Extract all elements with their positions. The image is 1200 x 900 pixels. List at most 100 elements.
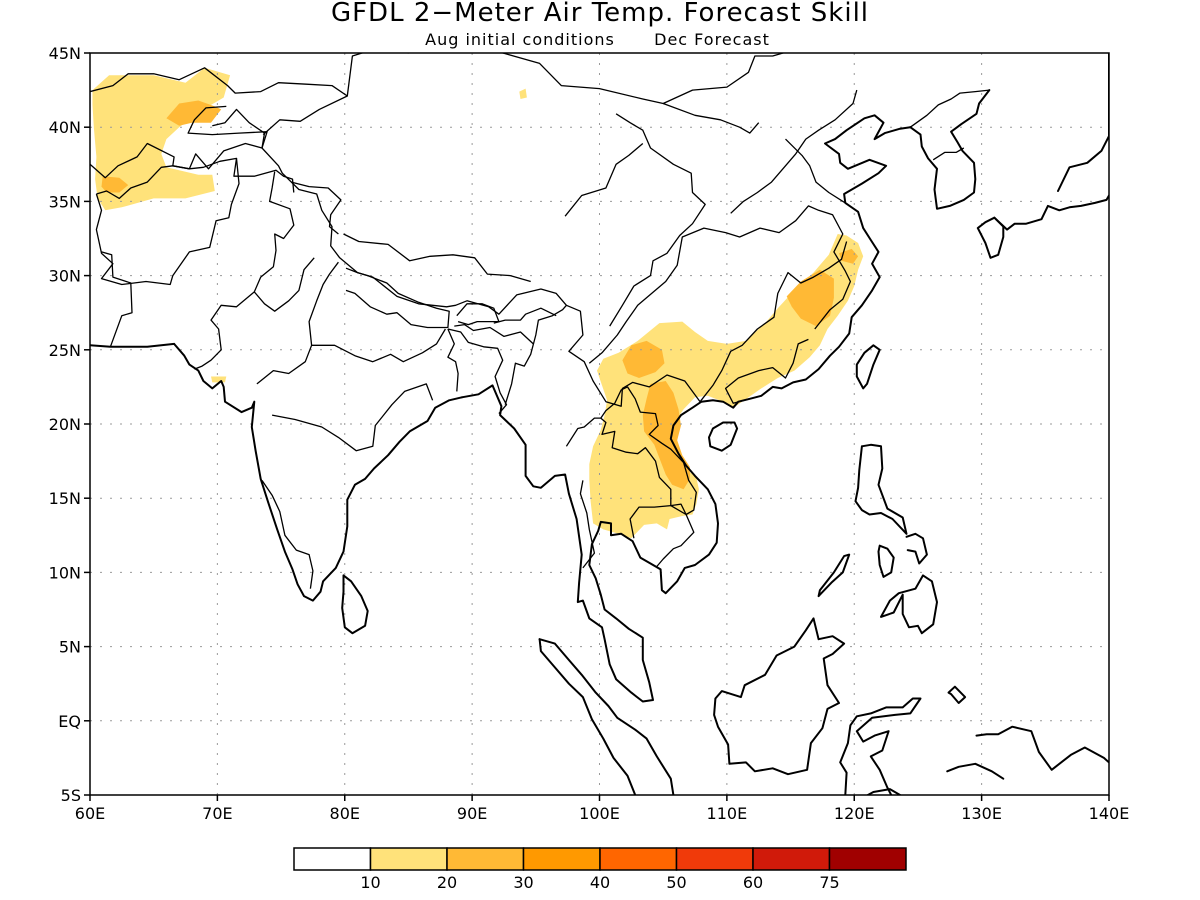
colorbar-label: 60 — [743, 873, 763, 892]
colorbar-label: 30 — [513, 873, 533, 892]
country-border — [724, 338, 809, 404]
latitude-tick-label: 35N — [49, 192, 81, 211]
coastline — [460, 114, 912, 703]
country-border — [172, 105, 268, 170]
country-border — [932, 147, 965, 161]
skill-shading-layer — [92, 67, 864, 539]
colorbar-label: 50 — [666, 873, 686, 892]
colorbar-swatch — [599, 847, 678, 871]
country-border — [271, 383, 434, 452]
country-border — [456, 303, 500, 326]
country-border — [504, 304, 567, 405]
latitude-tick-label: 5N — [59, 638, 81, 657]
coastline — [909, 89, 991, 210]
country-border — [454, 323, 534, 345]
latitude-tick-label: EQ — [58, 712, 81, 731]
coastline — [880, 574, 938, 635]
country-border — [699, 241, 848, 403]
country-border — [262, 95, 348, 136]
longitude-tick-label: 120E — [834, 804, 875, 823]
country-border — [194, 171, 295, 370]
skill-region-9 — [786, 269, 834, 327]
country-border — [662, 102, 760, 134]
country-border — [785, 138, 846, 204]
country-border — [343, 233, 531, 283]
colorbar-swatch — [675, 847, 754, 871]
colorbar-swatch — [369, 847, 448, 871]
colorbar-swatch — [828, 847, 907, 871]
country-border — [256, 261, 339, 385]
skill-region-8 — [642, 381, 690, 490]
country-border — [588, 205, 852, 364]
colorbar-swatch — [293, 847, 372, 871]
longitude-tick-label: 110E — [707, 804, 748, 823]
country-border — [909, 89, 990, 128]
longitude-tick-label: 70E — [202, 804, 232, 823]
colorbar-label: 75 — [819, 873, 839, 892]
longitude-tick-label: 100E — [579, 804, 620, 823]
latitude-tick-label: 25N — [49, 341, 81, 360]
country-border — [730, 89, 858, 214]
latitude-tick-label: 30N — [49, 267, 81, 286]
longitude-tick-label: 130E — [961, 804, 1002, 823]
lat-lon-gridlines — [90, 53, 1109, 795]
skill-region-4 — [211, 376, 227, 383]
colorbar-swatch — [752, 847, 831, 871]
longitude-tick-label: 140E — [1089, 804, 1130, 823]
colorbar-label: 10 — [360, 873, 380, 892]
country-border — [345, 267, 450, 329]
coastline — [993, 194, 1109, 231]
latitude-tick-label: 45N — [49, 44, 81, 63]
longitude-tick-labels: 60E 70E 80E 90E 100E 110E 120E 130E 140E — [75, 795, 1130, 823]
coastline — [713, 617, 846, 776]
country-border — [253, 257, 315, 312]
skill-colorbar: 10 20 30 40 50 60 75 — [293, 847, 907, 892]
colorbar-swatch — [522, 847, 601, 871]
coastline — [839, 697, 922, 795]
coastline — [877, 544, 895, 578]
longitude-tick-label: 90E — [457, 804, 487, 823]
colorbar-label: 40 — [590, 873, 610, 892]
country-border — [564, 143, 644, 217]
skill-region-2 — [166, 100, 222, 126]
country-border — [579, 480, 596, 569]
coastline — [173, 342, 463, 602]
coastline — [947, 685, 967, 704]
coastline — [90, 342, 176, 348]
coastline — [1057, 53, 1109, 192]
longitude-tick-label: 60E — [75, 804, 105, 823]
latitude-tick-label: 20N — [49, 415, 81, 434]
colorbar-label: 20 — [437, 873, 457, 892]
latitude-tick-label: 40N — [49, 118, 81, 137]
country-border — [565, 417, 672, 539]
latitude-tick-label: 5S — [61, 786, 81, 805]
country-border — [447, 328, 508, 415]
country-border — [90, 142, 175, 179]
latitude-tick-labels: 45N 40N 35N 30N 25N 20N 15N 10N 5N EQ 5S — [49, 44, 90, 805]
skill-region-7 — [622, 340, 665, 378]
country-border-layer — [90, 53, 990, 589]
coastline — [976, 216, 1005, 259]
figure-subtitle-initial-conditions: Aug initial conditions — [425, 30, 615, 49]
country-border — [101, 251, 133, 348]
coastline — [975, 725, 1109, 771]
skill-region-3 — [101, 176, 129, 193]
country-border — [493, 307, 557, 324]
coastline — [538, 638, 637, 795]
figure-subtitle-forecast-month: Dec Forecast — [654, 30, 770, 49]
skill-region-5 — [519, 88, 527, 99]
coastline — [865, 788, 903, 795]
country-border — [447, 328, 459, 392]
coastline — [538, 638, 675, 795]
coastline — [905, 532, 928, 565]
coastline — [817, 553, 851, 598]
latitude-tick-label: 15N — [49, 489, 81, 508]
coastline — [854, 443, 908, 535]
coastline — [708, 421, 739, 452]
coastline — [341, 574, 369, 635]
latitude-tick-label: 10N — [49, 563, 81, 582]
country-border — [96, 157, 295, 200]
figure-title: GFDL 2−Meter Air Temp. Forecast Skill — [331, 0, 869, 28]
country-border — [95, 158, 240, 286]
